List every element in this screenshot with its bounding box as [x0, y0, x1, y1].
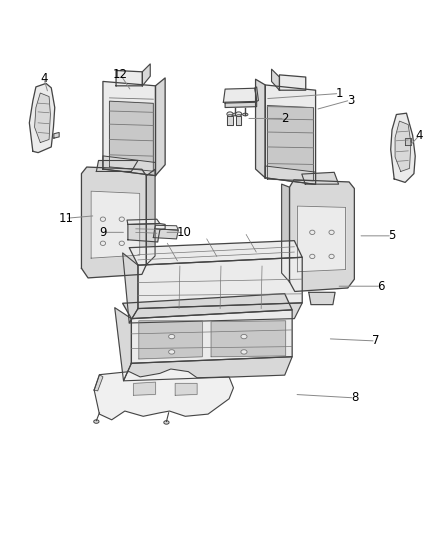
Polygon shape [129, 303, 302, 323]
Text: 3: 3 [347, 94, 354, 107]
Polygon shape [91, 191, 140, 258]
Polygon shape [391, 113, 415, 182]
Text: 4: 4 [40, 71, 48, 85]
Ellipse shape [329, 254, 334, 259]
Ellipse shape [164, 421, 169, 424]
Ellipse shape [236, 112, 242, 116]
Ellipse shape [329, 230, 334, 235]
Text: 1: 1 [336, 87, 343, 100]
Ellipse shape [310, 230, 315, 235]
Ellipse shape [169, 350, 175, 354]
Polygon shape [123, 253, 138, 323]
Polygon shape [265, 85, 315, 184]
Text: 5: 5 [389, 229, 396, 243]
Polygon shape [297, 206, 346, 272]
Ellipse shape [100, 217, 106, 221]
Polygon shape [116, 70, 142, 86]
Polygon shape [255, 87, 258, 101]
Text: 10: 10 [177, 226, 191, 239]
Polygon shape [146, 169, 155, 265]
Ellipse shape [119, 241, 124, 246]
Polygon shape [223, 88, 257, 102]
Ellipse shape [241, 334, 247, 339]
Polygon shape [103, 82, 155, 175]
Polygon shape [155, 225, 178, 230]
Text: 6: 6 [377, 280, 385, 293]
Polygon shape [309, 292, 335, 304]
Polygon shape [128, 223, 165, 242]
Polygon shape [256, 79, 265, 178]
Polygon shape [175, 383, 197, 395]
Ellipse shape [94, 420, 99, 423]
Polygon shape [225, 102, 257, 108]
Polygon shape [129, 241, 302, 265]
Polygon shape [103, 156, 155, 175]
Polygon shape [267, 106, 314, 181]
Polygon shape [94, 369, 233, 420]
Polygon shape [81, 167, 146, 278]
Text: 8: 8 [351, 391, 358, 405]
Polygon shape [115, 308, 131, 381]
Polygon shape [127, 219, 160, 224]
Ellipse shape [100, 241, 106, 246]
Polygon shape [155, 78, 165, 175]
Polygon shape [124, 357, 292, 381]
Polygon shape [282, 184, 290, 282]
Ellipse shape [232, 113, 237, 116]
Polygon shape [54, 133, 59, 138]
Polygon shape [139, 321, 202, 359]
Text: 2: 2 [281, 112, 289, 125]
Polygon shape [131, 310, 292, 364]
Ellipse shape [241, 350, 247, 354]
Polygon shape [405, 138, 411, 145]
Polygon shape [35, 93, 50, 142]
Polygon shape [153, 229, 178, 239]
Ellipse shape [169, 334, 175, 339]
Text: 7: 7 [372, 335, 380, 348]
Polygon shape [134, 382, 155, 395]
Polygon shape [395, 121, 411, 172]
Text: 4: 4 [416, 128, 424, 142]
Polygon shape [290, 180, 354, 292]
Polygon shape [94, 375, 103, 391]
Polygon shape [138, 257, 302, 309]
Polygon shape [236, 116, 241, 125]
Ellipse shape [227, 112, 233, 116]
Polygon shape [123, 294, 292, 319]
Ellipse shape [119, 217, 124, 221]
Polygon shape [29, 84, 55, 152]
Polygon shape [96, 160, 138, 172]
Text: 11: 11 [58, 212, 73, 225]
Polygon shape [142, 64, 150, 86]
Polygon shape [265, 166, 315, 184]
Text: 12: 12 [113, 68, 128, 81]
Polygon shape [110, 101, 153, 171]
Polygon shape [227, 116, 233, 125]
Ellipse shape [243, 113, 248, 116]
Text: 9: 9 [99, 226, 107, 239]
Polygon shape [302, 172, 339, 184]
Polygon shape [272, 69, 279, 90]
Polygon shape [279, 75, 306, 90]
Ellipse shape [310, 254, 315, 259]
Polygon shape [211, 321, 286, 357]
